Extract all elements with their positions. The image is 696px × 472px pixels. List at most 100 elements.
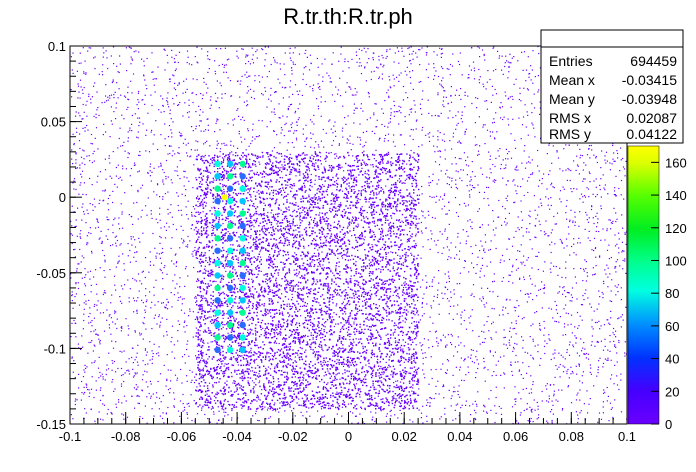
noise-point xyxy=(130,63,132,65)
noise-point xyxy=(132,277,134,280)
noise-point xyxy=(375,317,377,319)
noise-point xyxy=(79,248,81,251)
noise-point xyxy=(388,97,390,99)
noise-point xyxy=(100,242,102,244)
noise-point xyxy=(241,407,243,409)
noise-point xyxy=(99,237,101,239)
noise-point xyxy=(89,203,91,205)
noise-point xyxy=(142,232,144,234)
noise-point xyxy=(216,118,218,120)
noise-point xyxy=(565,205,567,207)
noise-point xyxy=(310,132,312,134)
noise-point xyxy=(226,217,228,219)
noise-point xyxy=(115,371,117,373)
noise-point xyxy=(446,369,448,371)
noise-point xyxy=(560,201,562,203)
noise-point xyxy=(301,211,303,214)
noise-point xyxy=(399,381,402,383)
noise-point xyxy=(235,312,237,314)
noise-point xyxy=(467,165,470,167)
noise-point xyxy=(471,228,473,230)
noise-point xyxy=(163,111,165,113)
noise-point xyxy=(360,193,362,195)
noise-point xyxy=(158,408,160,410)
noise-point xyxy=(572,344,574,346)
noise-point xyxy=(82,92,84,94)
noise-point xyxy=(318,168,320,170)
noise-point xyxy=(143,65,145,67)
noise-point xyxy=(534,225,537,227)
noise-point xyxy=(494,88,496,91)
noise-point xyxy=(483,191,486,193)
noise-point xyxy=(515,78,517,80)
noise-point xyxy=(260,186,262,188)
noise-point xyxy=(75,398,77,400)
noise-point xyxy=(418,49,420,51)
noise-point xyxy=(249,75,251,77)
noise-point xyxy=(517,315,520,317)
noise-point xyxy=(346,357,348,359)
noise-point xyxy=(405,178,408,180)
noise-point xyxy=(86,384,88,386)
noise-point xyxy=(286,149,288,151)
noise-point xyxy=(458,415,460,417)
noise-point xyxy=(414,111,416,113)
noise-point xyxy=(149,163,152,165)
noise-point xyxy=(453,386,455,388)
noise-point xyxy=(360,209,362,212)
noise-point xyxy=(92,209,94,211)
noise-point xyxy=(283,63,285,65)
noise-point xyxy=(496,131,498,133)
noise-point xyxy=(427,210,429,212)
noise-point xyxy=(281,374,283,376)
noise-point xyxy=(457,304,459,306)
noise-point xyxy=(375,149,377,151)
noise-point xyxy=(504,65,506,68)
noise-point xyxy=(88,47,90,49)
noise-point xyxy=(159,415,161,417)
noise-point xyxy=(582,280,584,282)
noise-point xyxy=(120,374,123,377)
noise-point xyxy=(554,376,556,378)
noise-point xyxy=(414,104,416,106)
noise-point xyxy=(378,193,380,195)
noise-point xyxy=(178,104,180,106)
noise-point xyxy=(568,377,570,379)
noise-point xyxy=(516,193,518,195)
noise-point xyxy=(574,216,576,218)
noise-point xyxy=(421,144,423,146)
noise-point xyxy=(531,267,533,269)
noise-point xyxy=(205,129,207,131)
noise-point xyxy=(588,145,591,147)
noise-point xyxy=(452,391,454,393)
noise-point xyxy=(142,360,144,362)
noise-point xyxy=(464,358,466,360)
noise-point xyxy=(365,256,367,258)
noise-point xyxy=(457,171,459,173)
noise-point xyxy=(552,413,554,415)
noise-point xyxy=(390,108,392,110)
noise-point xyxy=(81,206,83,208)
noise-point xyxy=(604,189,606,191)
noise-point xyxy=(352,185,354,187)
noise-point xyxy=(514,398,516,400)
noise-point xyxy=(544,234,546,236)
noise-point xyxy=(513,179,515,181)
noise-point xyxy=(373,355,376,357)
noise-point xyxy=(201,281,203,283)
noise-point xyxy=(152,71,154,73)
noise-point xyxy=(548,338,550,340)
noise-point xyxy=(540,357,542,360)
noise-point xyxy=(77,97,79,99)
noise-point xyxy=(259,81,261,83)
noise-point xyxy=(473,78,476,80)
noise-point xyxy=(253,362,256,364)
noise-point xyxy=(157,66,159,68)
noise-point xyxy=(264,314,266,317)
noise-point xyxy=(619,170,621,172)
noise-point xyxy=(587,358,590,360)
noise-point xyxy=(80,261,82,263)
noise-point xyxy=(456,188,459,190)
noise-point xyxy=(291,122,293,124)
noise-point xyxy=(167,301,169,303)
